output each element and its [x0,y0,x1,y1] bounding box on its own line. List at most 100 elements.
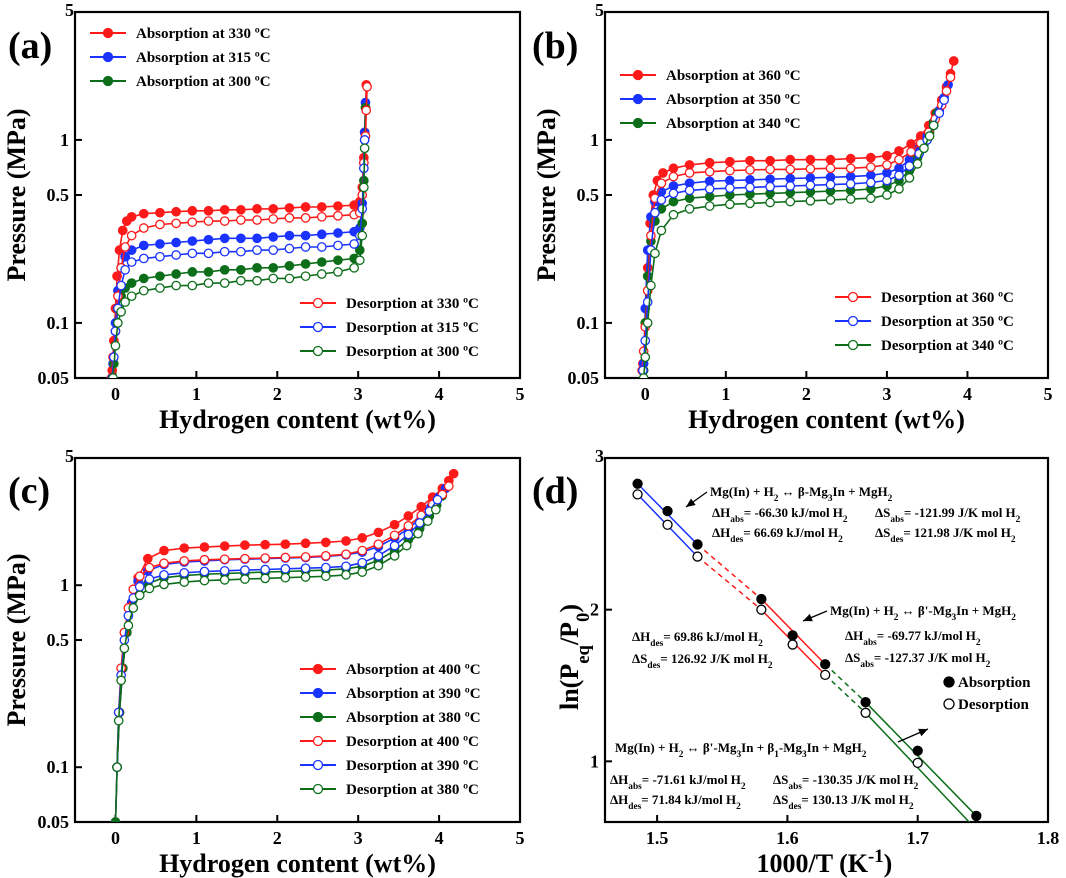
data-point-open [724,199,735,210]
data-point-open [825,179,836,190]
legend-label: Desorption at 315 ºC [346,320,479,336]
x-tick-label: 1 [721,384,730,404]
data-point-filled [668,196,679,207]
data-point-filled [948,56,959,66]
legend-marker [847,315,859,327]
data-point-open [373,550,384,561]
data-point-open [199,575,210,586]
legend-marker [312,321,324,333]
reaction-3-habs: ΔHabs= -71.61 kJ/mol H2 [610,772,746,792]
data-point-open [316,211,327,222]
extrapolation-line [697,556,762,611]
data-point-open [443,481,454,492]
data-point-filled [316,257,327,267]
data-point-open [134,590,145,601]
x-tick-label: 2 [273,828,282,848]
data-point-filled [724,156,735,167]
data-point-filled [416,501,427,512]
reaction-2-habs: ΔHabs= -69.77 kJ/mol H2 [845,628,981,648]
panel-letter: (b) [532,25,578,67]
data-point-filled [341,536,351,546]
data-point-open [171,250,181,260]
data-point-open [284,243,295,254]
data-point-open [357,230,368,241]
data-point-open [640,352,651,362]
y-tick-label: 0.5 [47,185,70,205]
data-point-open [268,245,279,255]
data-point-open [865,193,876,204]
fit-line [865,712,971,822]
data-point-open [203,216,214,226]
data-point-filled [765,155,775,166]
data-point-open [280,552,291,563]
data-point-open [268,214,279,224]
data-point-open [919,143,929,154]
legend-marker [943,676,955,688]
x-tick-label: 4 [963,384,972,404]
data-point-filled [333,228,343,238]
data-point-open [724,183,735,194]
data-point-open [820,669,831,681]
data-point-open [906,147,916,157]
data-point-open [138,253,149,264]
data-point-open [684,168,695,178]
data-point-open [300,572,311,582]
chart-panel-c: (c) 0 1 2 3 4 5 0.05 0.1 0.5 1 5 Hydrogen content (w… [2,446,525,878]
data-point-open [300,563,311,574]
data-point-open [668,188,679,199]
data-point-filled [865,152,876,163]
data-point-open [260,553,270,563]
data-point-open [268,273,279,284]
data-point-open [219,278,230,288]
data-point-open [646,230,656,241]
data-point-open [692,551,703,562]
data-point-filled [268,262,279,273]
y-tick-label: 2 [590,600,599,620]
data-point-open [825,163,836,174]
data-point-open [668,171,679,182]
data-point-open [120,297,131,307]
legend-marker [632,117,644,129]
data-point-filled [171,269,181,279]
x-tick-label: 1.6 [776,828,799,848]
data-point-filled [159,545,169,556]
data-point-open [765,181,775,192]
x-tick-label: 0 [641,384,650,404]
data-point-open [941,86,952,96]
x-axis-label: Hydrogen content (wt%) [159,849,436,878]
legend-label: Absorption at 300 ºC [136,74,271,90]
data-point-filled [138,240,149,251]
data-point-open [126,291,137,302]
data-point-open [401,540,412,551]
x-tick-label: 2 [802,384,811,404]
legend-label: Desorption at 380 ºC [346,782,479,798]
data-point-filled [684,193,695,204]
y-tick-label: 0.5 [577,185,600,205]
data-point-open [333,210,343,221]
data-point-filled [912,745,923,756]
data-point-open [171,280,181,291]
data-point-open [389,550,400,561]
data-point-open [361,105,372,116]
data-point-open [650,248,660,259]
data-point-open [108,373,118,378]
data-point-open [912,757,923,768]
data-point-filled [632,478,643,489]
data-point-open [882,175,892,186]
legend-label: Desorption at 390 ºC [346,758,479,774]
data-point-filled [300,538,311,549]
data-point-open [805,195,816,206]
data-point-filled [179,543,190,553]
y-tick-label: 1 [60,575,69,595]
reaction-1-habs: ΔHabs= -66.30 kJ/mol H2 [712,505,848,525]
data-point-filled [684,160,695,170]
legend-label: Desorption at 350 ºC [881,314,1014,330]
plot-area [110,468,459,822]
x-tick-label: 0 [111,384,120,404]
data-point-open [123,620,134,631]
data-point-open [300,242,311,252]
data-point-open [668,209,679,220]
data-point-open [126,257,137,267]
data-point-filled [171,237,181,248]
data-point-open [904,161,915,171]
